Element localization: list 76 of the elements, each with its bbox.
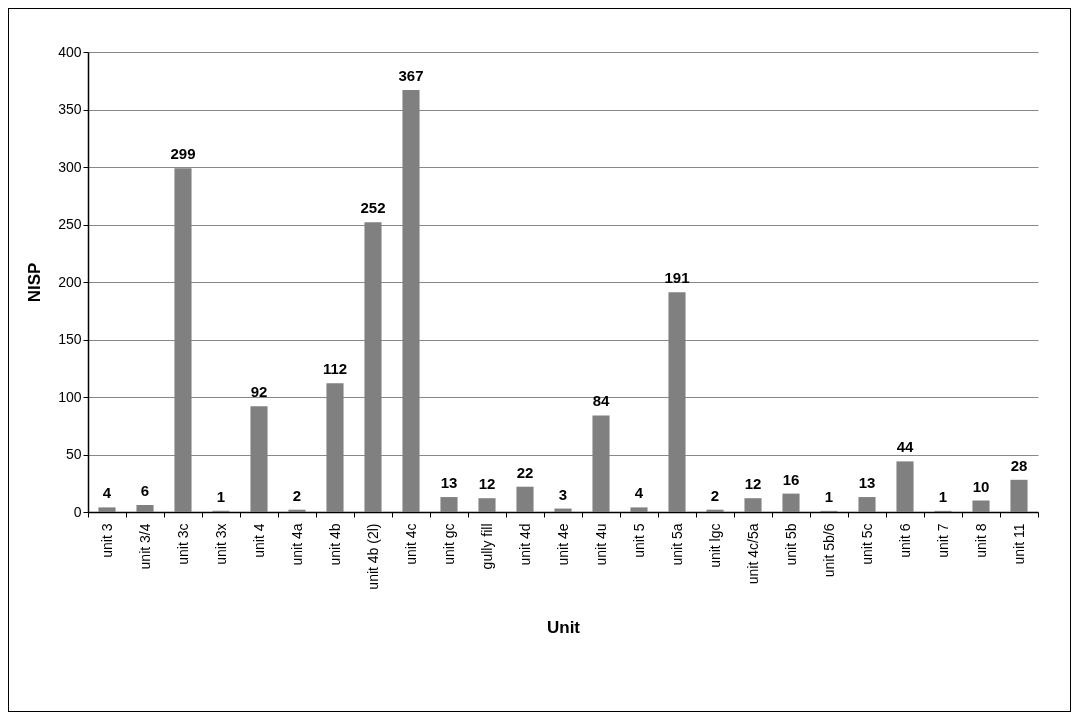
- data-label: 12: [478, 475, 496, 493]
- bar: [782, 493, 800, 512]
- data-label: 84: [592, 392, 610, 410]
- x-tick-label: unit 4c/5a: [744, 523, 761, 585]
- bar: [288, 509, 306, 512]
- x-axis-title: Unit: [546, 617, 581, 637]
- x-tick-label: unit 5c: [858, 523, 875, 565]
- y-tick-label: 350: [58, 101, 82, 117]
- x-tick-label: unit 4d: [516, 523, 533, 566]
- x-tick-label: unit 8: [972, 523, 989, 558]
- data-label: 2: [292, 486, 302, 504]
- bar: [972, 500, 990, 512]
- data-label: 13: [858, 474, 876, 492]
- data-label: 1: [824, 487, 834, 505]
- data-label: 16: [782, 470, 800, 488]
- data-label: 10: [972, 477, 990, 495]
- bar: [706, 509, 724, 512]
- bar: [136, 505, 154, 512]
- data-label: 3: [558, 485, 568, 503]
- x-tick-label: unit 6: [896, 523, 913, 558]
- bar: [98, 507, 116, 512]
- data-label: 6: [140, 482, 150, 500]
- data-label: 367: [398, 66, 424, 84]
- y-tick-label: 150: [58, 331, 82, 347]
- bar: [858, 497, 876, 512]
- y-tick-label: 200: [58, 273, 82, 290]
- bar: [478, 498, 496, 512]
- data-label: 1: [216, 487, 226, 505]
- y-tick-label: 250: [58, 216, 82, 232]
- x-tick-label: unit 5b: [782, 523, 799, 566]
- x-tick-label: unit 4: [250, 523, 267, 558]
- x-tick-label: unit 4c: [402, 523, 419, 565]
- x-tick-label: unit 5: [630, 523, 647, 558]
- data-label: 92: [250, 383, 268, 401]
- x-tick-label: unit 4e: [554, 523, 571, 566]
- y-tick-label: 400: [58, 43, 82, 60]
- y-tick-label: 100: [58, 388, 82, 405]
- x-tick-label: unit 3x: [212, 523, 229, 565]
- y-tick-label: 50: [65, 446, 82, 462]
- data-label: 44: [896, 438, 914, 456]
- x-tick-label: unit 5b/6: [820, 523, 837, 578]
- x-tick-label: unit 4b (2l): [364, 523, 381, 590]
- y-tick-label: 300: [58, 158, 82, 175]
- data-label: 112: [322, 360, 348, 378]
- bar: [896, 461, 914, 512]
- data-label: 191: [664, 269, 690, 287]
- data-label: 299: [170, 145, 196, 163]
- x-tick-label: unit 4b: [326, 523, 343, 566]
- data-label: 2: [710, 486, 720, 504]
- data-label: 252: [360, 199, 386, 217]
- data-label: 22: [516, 463, 534, 481]
- x-tick-label: gully fill: [478, 523, 495, 570]
- data-label: 1: [938, 487, 948, 505]
- bar: [516, 486, 534, 512]
- bar: [744, 498, 762, 512]
- data-label: 4: [102, 484, 112, 502]
- bar: [1010, 479, 1028, 512]
- x-tick-label: unit 3c: [174, 523, 191, 565]
- data-label: 28: [1010, 456, 1028, 474]
- bar: [554, 508, 572, 512]
- y-tick-label: 0: [73, 503, 82, 520]
- x-tick-label: unit 5a: [668, 523, 685, 566]
- x-tick-label: unit 11: [1010, 523, 1027, 565]
- bar: [630, 507, 648, 512]
- data-label: 13: [440, 474, 458, 492]
- data-label: 12: [744, 475, 762, 493]
- x-tick-label: unit gc: [440, 523, 457, 565]
- x-tick-label: unit 4u: [592, 523, 609, 566]
- x-tick-label: unit lgc: [706, 523, 723, 568]
- x-tick-label: unit 4a: [288, 523, 305, 566]
- x-tick-label: unit 7: [934, 523, 951, 558]
- bar: [440, 497, 458, 512]
- y-axis-title: NISP: [25, 262, 45, 303]
- x-tick-label: unit 3/4: [136, 523, 153, 570]
- data-label: 4: [634, 484, 644, 502]
- x-tick-label: unit 3: [98, 523, 115, 558]
